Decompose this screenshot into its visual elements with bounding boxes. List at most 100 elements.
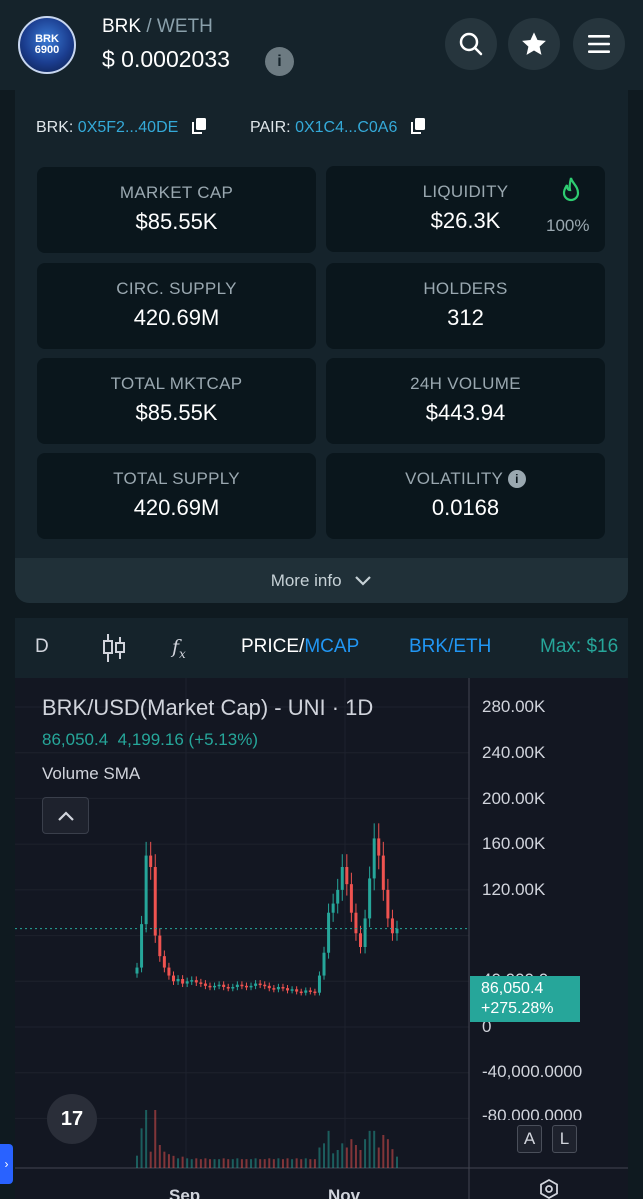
stat-circ-supply: CIRC. SUPPLY 420.69M <box>37 263 316 349</box>
stat-holders: HOLDERS 312 <box>326 263 605 349</box>
candle-body <box>281 987 285 989</box>
settings-icon[interactable] <box>538 1178 560 1199</box>
price-mcap-toggle[interactable]: PRICE/MCAP <box>241 636 359 658</box>
candle-body <box>368 878 372 919</box>
volume-bar <box>396 1156 398 1168</box>
candle-body <box>349 884 353 913</box>
pair-address-value[interactable]: 0X1C4...C0A6 <box>295 119 398 136</box>
candle-body <box>235 984 239 987</box>
candle-body <box>144 855 148 925</box>
stat-liquidity: LIQUIDITY $26.3K 100% <box>326 166 605 252</box>
candle-body <box>363 918 367 947</box>
volume-bar <box>213 1159 216 1168</box>
log-scale-button[interactable]: L <box>552 1125 577 1153</box>
candle-body <box>249 985 253 988</box>
volume-bar <box>341 1143 344 1168</box>
side-panel-toggle[interactable]: › <box>0 1144 13 1184</box>
candle-body <box>359 933 363 947</box>
more-info-button[interactable]: More info <box>15 558 628 603</box>
candle-body <box>317 975 321 993</box>
volume-bar <box>208 1159 211 1168</box>
candle-body <box>140 924 144 968</box>
volume-bar <box>140 1128 143 1168</box>
candle-body <box>153 867 157 936</box>
volume-bar <box>336 1150 339 1168</box>
candle-body <box>167 967 171 976</box>
y-tick: 280.00K <box>482 697 546 716</box>
candle-body <box>213 985 217 988</box>
volume-bar <box>154 1110 157 1168</box>
stat-title: TOTAL MKTCAP <box>110 374 243 393</box>
token-logo: BRK 6900 <box>18 16 76 74</box>
candle-body <box>258 983 262 986</box>
volume-bar <box>190 1159 193 1168</box>
chart-svg[interactable] <box>15 678 628 1199</box>
price-option[interactable]: PRICE <box>241 636 300 657</box>
collapse-legend-button[interactable] <box>42 797 89 834</box>
mcap-option[interactable]: MCAP <box>304 636 360 657</box>
candle-body <box>203 983 207 986</box>
volume-bar <box>281 1159 284 1168</box>
candle-body <box>386 889 390 919</box>
chart-plot-area[interactable]: BRK/USD(Market Cap) - UNI · 1D 86,050.4 … <box>15 678 628 1199</box>
candle-body <box>135 967 139 974</box>
y-tick: 200.00K <box>482 789 546 808</box>
y-tick: 120.00K <box>482 880 546 899</box>
volume-bar <box>259 1159 262 1168</box>
menu-button[interactable] <box>573 18 625 70</box>
tradingview-logo[interactable]: 17 <box>47 1094 97 1144</box>
indicators-icon[interactable]: fx <box>172 636 186 661</box>
stat-value: 420.69M <box>133 305 220 330</box>
volume-bar <box>291 1159 294 1168</box>
candle-body <box>345 867 349 885</box>
search-button[interactable] <box>445 18 497 70</box>
stat-title: 24H VOLUME <box>410 374 521 393</box>
tag-value: 86,050.4 <box>481 980 544 997</box>
candle-body <box>171 975 175 982</box>
auto-scale-button[interactable]: A <box>517 1125 542 1153</box>
volume-bar <box>268 1158 271 1168</box>
candle-body <box>263 984 267 987</box>
x-tick: Nov <box>328 1186 361 1199</box>
volume-bar <box>386 1139 389 1168</box>
stat-title: LIQUIDITY <box>422 182 509 201</box>
candle-body <box>222 984 226 987</box>
volume-bar <box>149 1151 152 1168</box>
info-icon[interactable]: i <box>265 47 294 76</box>
stat-total-supply: TOTAL SUPPLY 420.69M <box>37 453 316 539</box>
volume-bar <box>195 1158 198 1168</box>
candle-body <box>208 985 212 988</box>
volume-bar <box>254 1158 257 1168</box>
candle-body <box>176 979 180 982</box>
volume-bar <box>181 1156 184 1168</box>
candle-body <box>295 989 299 992</box>
volume-bar <box>300 1159 303 1168</box>
token-address-label: BRK: <box>36 119 74 136</box>
volume-bar <box>350 1139 353 1168</box>
token-address-value[interactable]: 0X5F2...40DE <box>77 119 179 136</box>
hamburger-icon <box>588 35 610 53</box>
volume-bar <box>377 1147 380 1168</box>
candle-body <box>149 855 153 867</box>
volume-bar <box>345 1147 348 1168</box>
candles-icon[interactable] <box>102 632 126 664</box>
pair-denomination-toggle[interactable]: BRK/ETH <box>409 636 492 657</box>
favorite-button[interactable] <box>508 18 560 70</box>
candle-body <box>331 903 335 913</box>
tag-change: +275.28% <box>481 1000 554 1017</box>
volume-bar <box>177 1158 180 1168</box>
search-icon <box>459 32 483 56</box>
candle-body <box>340 867 344 890</box>
copy-icon[interactable] <box>191 117 207 135</box>
interval-button[interactable]: D <box>35 636 49 657</box>
volume-bar <box>236 1158 239 1168</box>
volume-bar <box>354 1145 357 1168</box>
indicator-legend: Volume SMA <box>42 764 141 783</box>
copy-icon[interactable] <box>410 117 426 135</box>
pair-separator: / <box>146 16 152 37</box>
logo-text-bottom: 6900 <box>34 44 60 56</box>
candle-body <box>158 935 162 957</box>
volume-bar <box>364 1139 367 1168</box>
info-icon[interactable]: i <box>507 470 526 488</box>
y-tick: -40,000.0000 <box>482 1062 583 1081</box>
